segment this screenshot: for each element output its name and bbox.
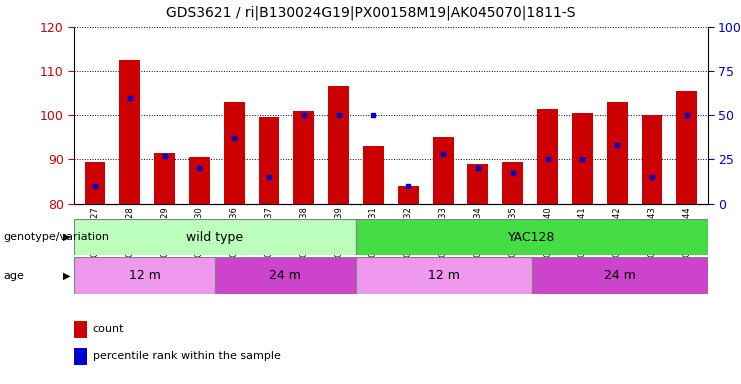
Bar bbox=[154, 153, 175, 204]
Bar bbox=[398, 186, 419, 204]
Text: count: count bbox=[93, 324, 124, 334]
Bar bbox=[363, 146, 384, 204]
Bar bbox=[293, 111, 314, 204]
Bar bbox=[215, 257, 356, 294]
Bar bbox=[74, 219, 356, 255]
Bar bbox=[607, 102, 628, 204]
Text: 12 m: 12 m bbox=[128, 269, 161, 282]
Text: age: age bbox=[4, 270, 24, 281]
Text: GDS3621 / ri|B130024G19|PX00158M19|AK045070|1811-S: GDS3621 / ri|B130024G19|PX00158M19|AK045… bbox=[166, 6, 575, 20]
Text: percentile rank within the sample: percentile rank within the sample bbox=[93, 351, 281, 361]
Text: 12 m: 12 m bbox=[428, 269, 459, 282]
Bar bbox=[74, 257, 215, 294]
Text: ▶: ▶ bbox=[63, 270, 70, 281]
Bar bbox=[532, 257, 708, 294]
Bar bbox=[642, 115, 662, 204]
Bar bbox=[433, 137, 453, 204]
Bar bbox=[468, 164, 488, 204]
Text: wild type: wild type bbox=[186, 231, 244, 243]
Bar bbox=[356, 219, 708, 255]
Bar bbox=[572, 113, 593, 204]
Text: YAC128: YAC128 bbox=[508, 231, 555, 243]
Bar bbox=[84, 162, 105, 204]
Bar bbox=[537, 109, 558, 204]
Bar bbox=[356, 257, 532, 294]
Text: 24 m: 24 m bbox=[604, 269, 636, 282]
Bar bbox=[119, 60, 140, 204]
Bar bbox=[259, 118, 279, 204]
Bar bbox=[189, 157, 210, 204]
Bar bbox=[502, 162, 523, 204]
Text: genotype/variation: genotype/variation bbox=[4, 232, 110, 242]
Bar bbox=[328, 86, 349, 204]
Text: ▶: ▶ bbox=[63, 232, 70, 242]
Bar bbox=[224, 102, 245, 204]
Bar bbox=[677, 91, 697, 204]
Text: 24 m: 24 m bbox=[269, 269, 302, 282]
